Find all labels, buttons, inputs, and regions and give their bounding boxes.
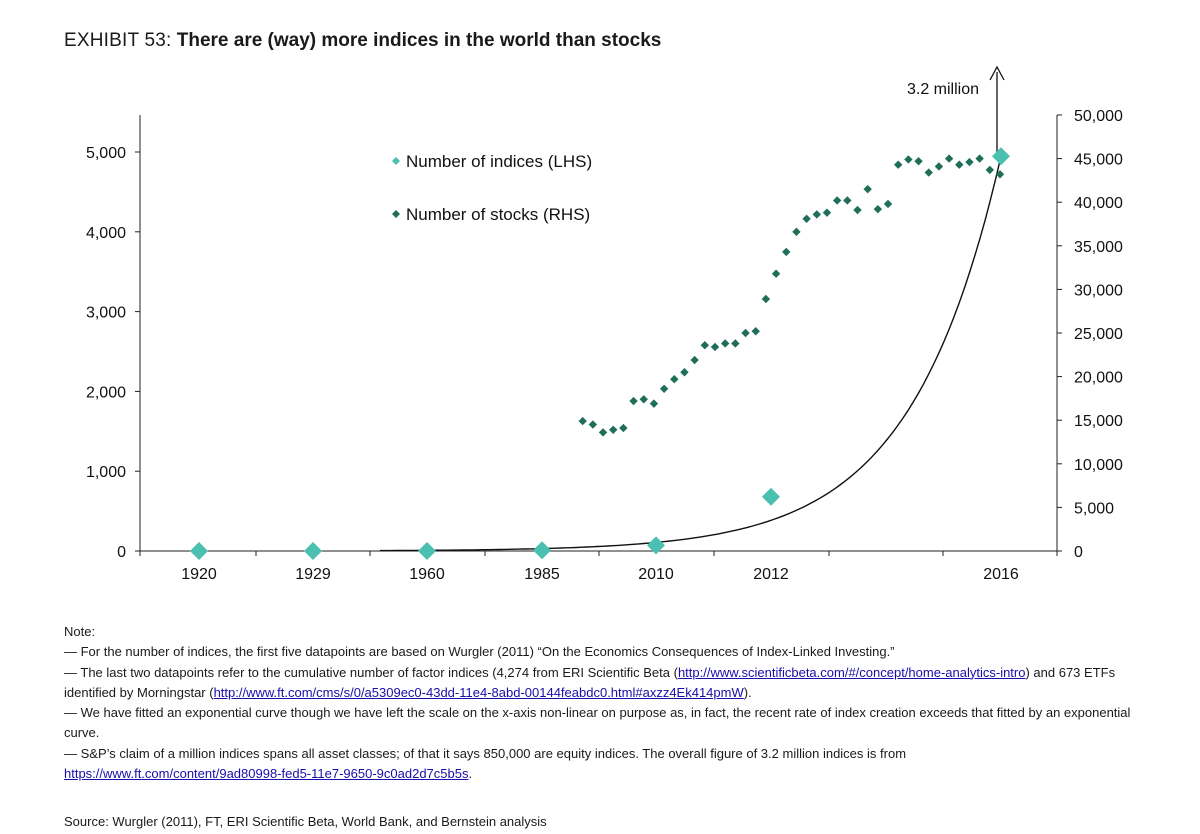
left-tick-label: 4,000 xyxy=(86,225,126,242)
stock-point xyxy=(670,375,679,384)
stock-point xyxy=(812,210,821,219)
stock-point xyxy=(649,399,659,408)
stock-point xyxy=(944,154,954,163)
index-point xyxy=(533,541,551,560)
left-tick-label: 3,000 xyxy=(86,305,126,322)
ft-etf-link[interactable]: http://www.ft.com/cms/s/0/a5309ec0-43dd-… xyxy=(213,684,744,700)
notes: Note: — For the number of indices, the f… xyxy=(64,622,1144,784)
stock-point xyxy=(975,154,984,163)
ft-indices-link[interactable]: https://www.ft.com/content/9ad80998-fed5… xyxy=(64,766,469,782)
index-point xyxy=(418,542,436,560)
stock-point xyxy=(782,247,791,257)
stock-point xyxy=(985,165,995,175)
index-point xyxy=(647,536,665,555)
stock-point xyxy=(965,157,974,167)
note-2-text-c: ). xyxy=(743,684,752,700)
x-tick-label: 2010 xyxy=(638,566,674,583)
chart: 0 1,000 2,000 3,000 4,000 5,000 0 5,000 10,000 15… xyxy=(86,65,1123,583)
source-line: Source: Wurgler (2011), FT, ERI Scientif… xyxy=(64,814,547,829)
right-tick-label: 35,000 xyxy=(1074,239,1123,256)
notes-heading: Note: xyxy=(64,624,96,639)
annotation-label: 3.2 million xyxy=(907,81,979,98)
stock-point xyxy=(934,162,944,171)
legend-marker-stocks xyxy=(392,210,400,218)
stock-point xyxy=(639,395,648,404)
note-4-text: — S&P’s claim of a million indices spans… xyxy=(64,745,907,761)
index-point xyxy=(190,542,208,560)
exhibit-heading: EXHIBIT 53: There are (way) more indices… xyxy=(64,30,661,52)
stock-point xyxy=(914,157,923,166)
stock-point xyxy=(659,384,669,394)
legend-label-stocks: Number of stocks (RHS) xyxy=(406,205,590,224)
note-3: — We have fitted an exponential curve th… xyxy=(64,705,1131,741)
left-tick-label: 1,000 xyxy=(86,464,126,481)
annotation-arrow-head xyxy=(989,65,1005,81)
stock-point xyxy=(863,184,872,194)
right-tick-label: 25,000 xyxy=(1074,326,1123,343)
stock-point xyxy=(792,227,801,237)
stock-point xyxy=(802,214,811,223)
x-tick-label: 1960 xyxy=(409,566,445,583)
stock-point xyxy=(598,428,608,437)
stock-point xyxy=(710,342,720,352)
x-tick-label: 1920 xyxy=(181,566,217,583)
stock-point xyxy=(690,355,699,365)
scientificbeta-link[interactable]: http://www.scientificbeta.com/#/concept/… xyxy=(677,664,1026,680)
left-tick-label: 5,000 xyxy=(86,145,126,162)
note-2-text-a: — The last two datapoints refer to the c… xyxy=(64,664,678,680)
legend-label-indices: Number of indices (LHS) xyxy=(406,152,592,171)
exhibit-label: EXHIBIT 53: xyxy=(64,30,172,51)
stock-point xyxy=(894,160,903,169)
x-tick-label: 1985 xyxy=(524,566,560,583)
x-tick-label: 1929 xyxy=(295,566,331,583)
stock-point xyxy=(588,420,598,429)
note-2-text-b: ) and 673 ETFs identified by Morningstar… xyxy=(64,664,1116,700)
note-1: — For the number of indices, the first f… xyxy=(64,644,895,660)
left-tick-label: 2,000 xyxy=(86,384,126,401)
fit-curve xyxy=(380,156,1002,552)
right-tick-label: 20,000 xyxy=(1074,370,1123,387)
stock-point xyxy=(832,196,842,205)
right-tick-label: 50,000 xyxy=(1074,108,1123,125)
right-tick-label: 40,000 xyxy=(1074,195,1123,212)
right-tick-label: 10,000 xyxy=(1074,457,1123,474)
right-tick-label: 5,000 xyxy=(1074,500,1114,517)
note-2: — The last two datapoints refer to the c… xyxy=(64,663,1144,704)
right-tick-label: 0 xyxy=(1074,544,1083,561)
stock-point xyxy=(741,328,750,338)
stock-point xyxy=(853,205,862,215)
stock-point xyxy=(843,196,852,205)
stock-point xyxy=(731,339,740,348)
stock-point xyxy=(619,423,628,433)
index-point xyxy=(304,542,322,560)
stock-point xyxy=(751,327,760,336)
note-4: — S&P’s claim of a million indices spans… xyxy=(64,744,1144,785)
x-tick-label: 2012 xyxy=(753,566,789,583)
stock-point xyxy=(609,425,618,434)
right-tick-label: 45,000 xyxy=(1074,152,1123,169)
right-tick-label: 15,000 xyxy=(1074,413,1123,430)
stock-point xyxy=(771,269,781,278)
x-tick-label: 2016 xyxy=(983,566,1019,583)
stock-point xyxy=(924,168,933,177)
stock-point xyxy=(720,339,730,348)
stock-point xyxy=(700,341,710,350)
stock-point xyxy=(629,396,638,406)
stock-point xyxy=(873,204,883,214)
right-tick-label: 30,000 xyxy=(1074,282,1123,299)
stock-point xyxy=(995,170,1005,179)
stock-point xyxy=(883,199,893,209)
index-point xyxy=(762,487,780,506)
stock-point xyxy=(904,155,913,164)
stock-point xyxy=(578,416,587,426)
exhibit-title: There are (way) more indices in the worl… xyxy=(176,30,662,51)
stock-point xyxy=(955,160,964,169)
note-4-end: . xyxy=(468,766,473,782)
left-tick-label: 0 xyxy=(117,544,126,561)
stock-point xyxy=(822,208,832,217)
index-point xyxy=(992,147,1010,166)
stock-point xyxy=(680,368,689,377)
stock-point xyxy=(761,294,771,304)
legend-marker-indices xyxy=(392,157,400,165)
